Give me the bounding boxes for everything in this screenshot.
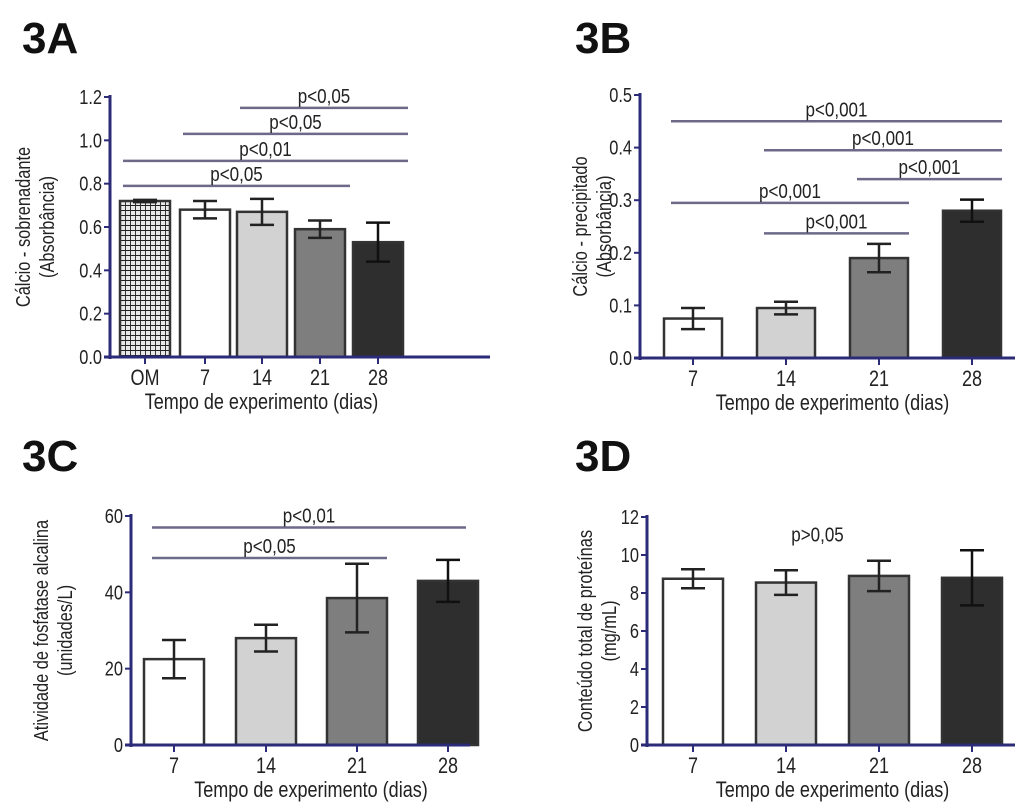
bar-7 — [178, 208, 232, 359]
y-tick-label: 0.3 — [609, 189, 632, 212]
panel-label-3b: 3B — [575, 14, 632, 63]
bar-7 — [661, 577, 725, 747]
significance-label: p<0,001 — [899, 156, 961, 179]
x-tick-label: 28 — [438, 754, 458, 778]
bar-OM — [118, 199, 172, 359]
y-axis-label: Cálcio - precipitado — [568, 156, 591, 296]
significance-label: p<0,01 — [283, 504, 335, 527]
chart-panel-3c: 0 20 40 60 7 14 21 28 Tempo de experimento (dias… — [29, 504, 480, 802]
x-tick-label: 21 — [347, 754, 367, 778]
x-tick-label: 14 — [776, 367, 796, 391]
x-tick-label: 21 — [310, 366, 330, 390]
y-axis-label: Cálcio - sobrenadante — [11, 147, 34, 307]
significance-label: p<0,001 — [806, 210, 868, 233]
y-tick-label: 0.8 — [79, 172, 102, 195]
x-tick-label: 14 — [256, 754, 276, 778]
x-tick-label: 21 — [869, 754, 889, 778]
significance-annotation: p>0,05 — [791, 523, 843, 546]
significance-label: p<0,001 — [852, 127, 914, 150]
y-tick-label: 0.2 — [79, 302, 102, 325]
x-tick-label: 28 — [368, 366, 388, 390]
significance-label: p<0,001 — [759, 180, 821, 203]
y-tick-label: 0.6 — [79, 215, 102, 238]
chart-panel-3d: 0 2 4 6 8 10 12 7 14 21 28 Tempo de experimento (di… — [573, 505, 1015, 802]
y-tick-label: 0.5 — [609, 83, 632, 106]
bar-14 — [234, 636, 298, 747]
panel-label-3a: 3A — [22, 14, 79, 63]
y-axis-label: Conteúdo total de proteínas — [573, 530, 596, 732]
bar-14 — [754, 581, 818, 747]
x-tick-label: 28 — [962, 367, 982, 391]
panel-label-3c: 3C — [22, 432, 79, 481]
y-tick-label: 8 — [630, 581, 639, 604]
y-tick-label: 0.0 — [79, 345, 102, 368]
y-tick-label: 0.1 — [609, 294, 632, 317]
y-tick-label: 40 — [105, 581, 123, 604]
bar-28 — [941, 209, 1003, 360]
significance-label: p<0,05 — [210, 163, 262, 186]
significance-label: p<0,001 — [806, 98, 868, 121]
x-tick-label: OM — [130, 366, 159, 390]
y-tick-label: 0.2 — [609, 241, 632, 264]
bar-28 — [416, 579, 480, 747]
y-axis-label: Atividade de fosfatase alcalina — [29, 519, 52, 741]
y-tick-label: 6 — [630, 619, 639, 642]
bar-21 — [293, 227, 347, 359]
chart-panel-3b: 0.0 0.1 0.2 0.3 0.4 0.5 7 14 21 28 Tempo de experi… — [568, 83, 1015, 415]
y-tick-label: 4 — [630, 657, 639, 680]
bar-21 — [847, 574, 911, 747]
y-tick-label: 0 — [630, 733, 639, 756]
y-axis-label: (unidades/L) — [53, 585, 76, 676]
y-tick-label: 0.4 — [609, 136, 632, 159]
x-tick-label: 7 — [688, 367, 698, 391]
x-tick-label: 14 — [252, 366, 272, 390]
bar-14 — [235, 210, 289, 359]
x-tick-label: 7 — [169, 754, 179, 778]
y-axis-label: (Absorbância) — [592, 176, 615, 278]
y-tick-label: 0.4 — [79, 259, 102, 282]
x-tick-label: 7 — [200, 366, 210, 390]
y-axis-label: (Absorbância) — [35, 176, 58, 278]
y-tick-label: 10 — [621, 543, 639, 566]
significance-label: p<0,05 — [243, 535, 295, 558]
y-tick-label: 12 — [621, 505, 639, 528]
panel-label-3d: 3D — [575, 432, 632, 481]
y-tick-label: 0 — [114, 733, 123, 756]
y-tick-label: 0.0 — [609, 346, 632, 369]
x-tick-label: 28 — [962, 754, 982, 778]
significance-label: p<0,05 — [298, 85, 350, 108]
y-tick-label: 20 — [105, 657, 123, 680]
x-axis-label: Tempo de experimento (dias) — [716, 391, 950, 415]
y-tick-label: 2 — [630, 695, 639, 718]
x-tick-label: 7 — [688, 754, 698, 778]
x-tick-label: 14 — [776, 754, 796, 778]
y-axis-label: (mg/mL) — [597, 601, 620, 662]
x-axis-label: Tempo de experimento (dias) — [145, 390, 379, 414]
x-tick-label: 21 — [869, 367, 889, 391]
significance-label: p<0,01 — [239, 138, 291, 161]
x-axis-label: Tempo de experimento (dias) — [194, 778, 428, 802]
x-axis-label: Tempo de experimento (dias) — [716, 778, 950, 802]
y-tick-label: 1.2 — [79, 85, 102, 108]
y-tick-label: 1.0 — [79, 129, 102, 152]
significance-label: p<0,05 — [269, 111, 321, 134]
y-tick-label: 60 — [105, 504, 123, 527]
